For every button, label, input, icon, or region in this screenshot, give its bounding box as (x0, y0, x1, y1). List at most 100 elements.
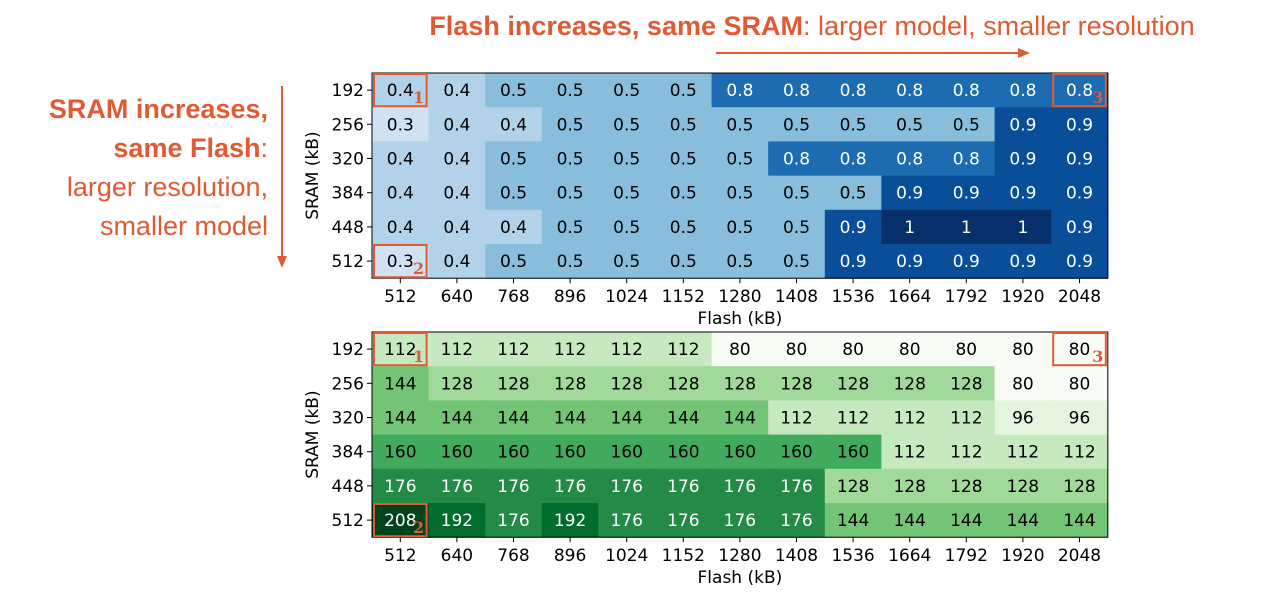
blue-cell-label-r5-c12: 0.9 (1066, 252, 1093, 272)
blue-highlight-box-3 (1052, 73, 1107, 108)
green-cell-r3-c11 (994, 434, 1052, 470)
blue-cell-r4-c11 (994, 209, 1052, 245)
blue-cell-r2-c0 (372, 141, 430, 177)
green-cell-r4-c3 (541, 468, 599, 504)
blue-cell-label-r2-c6: 0.5 (726, 150, 753, 170)
blue-cell-r4-c3 (541, 209, 599, 245)
green-cell-label-r3-c11: 112 (1007, 443, 1039, 463)
green-cell-r4-c10 (938, 468, 996, 504)
blue-cell-label-r3-c2: 0.5 (500, 184, 527, 204)
green-cell-r1-c7 (768, 366, 826, 401)
green-cell-r3-c3 (541, 434, 599, 470)
green-cell-label-r4-c3: 176 (554, 477, 586, 497)
blue-cell-r3-c7 (768, 175, 826, 211)
green-cell-r4-c5 (655, 468, 713, 504)
green-cell-label-r0-c1: 112 (441, 340, 473, 360)
green-cell-label-r3-c9: 112 (893, 443, 925, 463)
blue-cell-r3-c12 (1051, 175, 1109, 211)
blue-y-tick-label: 384 (332, 184, 364, 204)
green-cell-r0-c5 (655, 332, 713, 367)
blue-cell-label-r0-c8: 0.8 (840, 81, 867, 101)
green-cell-label-r3-c12: 112 (1063, 443, 1095, 463)
green-y-axis-title: SRAM (kB) (303, 390, 323, 478)
blue-highlight-box-2 (373, 244, 428, 279)
green-cell-label-r3-c6: 160 (724, 443, 756, 463)
green-cell-r3-c7 (768, 434, 826, 470)
blue-x-tick-label: 1664 (888, 287, 931, 307)
blue-cell-label-r5-c11: 0.9 (1009, 252, 1036, 272)
green-cell-r5-c11 (994, 503, 1052, 538)
blue-cell-r1-c1 (428, 107, 486, 142)
green-cell-r2-c3 (541, 400, 599, 436)
green-cell-label-r0-c0: 112 (384, 340, 416, 360)
green-cell-label-r3-c1: 160 (441, 443, 473, 463)
blue-cell-label-r0-c3: 0.5 (557, 81, 584, 101)
blue-cell-r4-c8 (824, 209, 882, 245)
green-cell-label-r0-c12: 80 (1069, 340, 1091, 360)
green-cell-label-r4-c0: 176 (384, 477, 416, 497)
green-y-tick-label: 448 (332, 477, 364, 497)
blue-cell-label-r4-c7: 0.5 (783, 218, 810, 238)
green-x-tick-label: 896 (554, 546, 586, 566)
blue-cell-r3-c8 (824, 175, 882, 211)
green-cell-r0-c4 (598, 332, 656, 367)
green-cell-label-r0-c6: 80 (729, 340, 751, 360)
green-cell-label-r2-c9: 112 (893, 409, 925, 429)
green-cell-r4-c4 (598, 468, 656, 504)
blue-cell-r5-c8 (824, 244, 882, 279)
green-highlight-box-1 (373, 332, 428, 367)
blue-cell-label-r1-c4: 0.5 (613, 115, 640, 135)
blue-cell-label-r5-c4: 0.5 (613, 252, 640, 272)
green-x-tick-label: 1152 (662, 546, 705, 566)
blue-cell-r1-c7 (768, 107, 826, 142)
green-cell-r0-c10 (938, 332, 996, 367)
blue-cell-r1-c8 (824, 107, 882, 142)
left-annotation-line4: smaller model (100, 211, 268, 241)
blue-cell-label-r0-c11: 0.8 (1009, 81, 1036, 101)
blue-cell-label-r5-c6: 0.5 (726, 252, 753, 272)
green-cell-r5-c9 (881, 503, 939, 538)
blue-cell-r5-c3 (541, 244, 599, 279)
green-cell-r0-c6 (711, 332, 769, 367)
green-cell-r5-c8 (824, 503, 882, 538)
green-cell-r3-c12 (1051, 434, 1109, 470)
blue-cell-label-r4-c10: 1 (961, 218, 972, 238)
blue-cell-label-r5-c5: 0.5 (670, 252, 697, 272)
blue-cell-label-r0-c5: 0.5 (670, 81, 697, 101)
green-cell-r1-c8 (824, 366, 882, 401)
blue-cell-label-r4-c6: 0.5 (726, 218, 753, 238)
blue-cell-label-r2-c5: 0.5 (670, 150, 697, 170)
green-highlight-box-3 (1052, 332, 1107, 367)
green-cell-label-r1-c10: 128 (950, 374, 982, 394)
green-cell-r2-c5 (655, 400, 713, 436)
green-cell-r2-c1 (428, 400, 486, 436)
green-cell-label-r5-c6: 176 (724, 511, 756, 531)
blue-cell-label-r5-c7: 0.5 (783, 252, 810, 272)
blue-cell-r2-c10 (938, 141, 996, 177)
green-cell-r1-c6 (711, 366, 769, 401)
green-y-tick-label: 192 (332, 340, 364, 360)
green-cell-r2-c2 (485, 400, 543, 436)
blue-cell-label-r1-c9: 0.5 (896, 115, 923, 135)
blue-cell-label-r2-c11: 0.9 (1009, 150, 1036, 170)
green-cell-label-r1-c3: 128 (554, 374, 586, 394)
blue-cell-r2-c11 (994, 141, 1052, 177)
blue-cell-label-r1-c10: 0.5 (953, 115, 980, 135)
green-cell-label-r3-c2: 160 (497, 443, 529, 463)
green-cell-r2-c12 (1051, 400, 1109, 436)
blue-cell-r5-c12 (1051, 244, 1109, 279)
blue-cell-r3-c2 (485, 175, 543, 211)
blue-cell-r5-c5 (655, 244, 713, 279)
blue-cell-label-r4-c12: 0.9 (1066, 218, 1093, 238)
blue-cell-r2-c8 (824, 141, 882, 177)
green-cell-label-r5-c1: 192 (441, 511, 473, 531)
green-x-tick-label: 1408 (775, 546, 818, 566)
green-cell-r4-c2 (485, 468, 543, 504)
green-cell-label-r0-c2: 112 (497, 340, 529, 360)
blue-x-tick-label: 1024 (605, 287, 648, 307)
blue-cell-r0-c9 (881, 73, 939, 108)
green-cell-label-r5-c7: 176 (780, 511, 812, 531)
blue-cell-label-r4-c4: 0.5 (613, 218, 640, 238)
green-cell-r2-c7 (768, 400, 826, 436)
green-cell-label-r3-c10: 112 (950, 443, 982, 463)
